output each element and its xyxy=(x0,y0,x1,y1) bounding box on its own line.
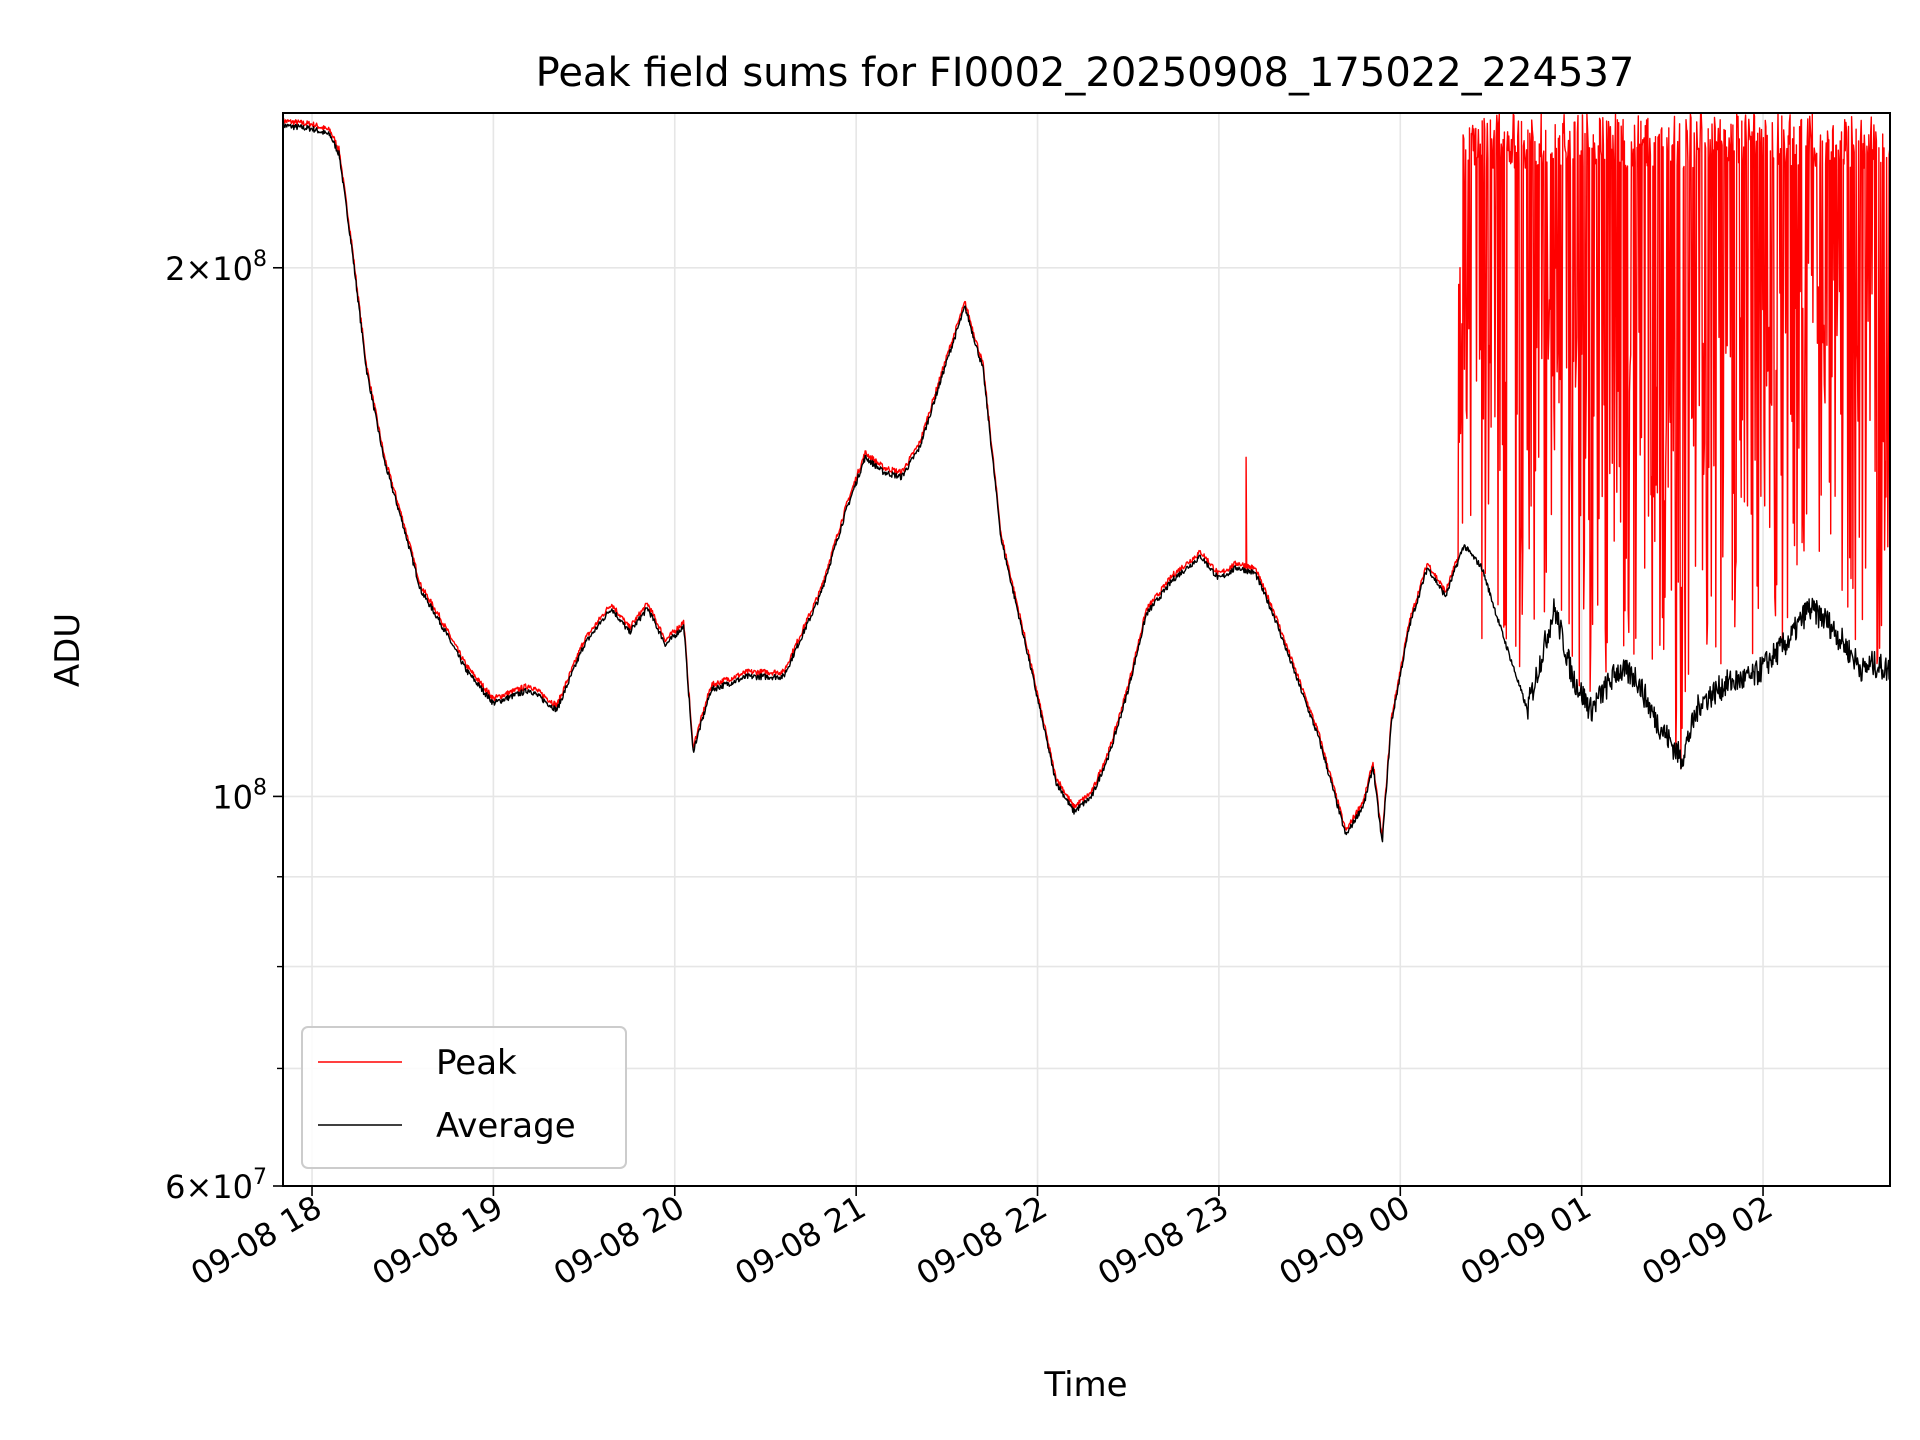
series-layer xyxy=(282,112,1891,843)
y-tick-mantissa: 6 xyxy=(165,1168,185,1206)
plot-frame xyxy=(282,112,1891,1187)
y-tick-label: 2×108 xyxy=(165,247,267,288)
legend: Peak Average xyxy=(301,1026,627,1169)
y-tick-base: 10 xyxy=(212,1168,253,1206)
y-tick-times: × xyxy=(185,250,212,288)
legend-peak-label: Peak xyxy=(436,1043,517,1083)
y-axis-label: ADU xyxy=(48,613,88,687)
y-tick-times: × xyxy=(185,1168,212,1206)
y-tick-base: 10 xyxy=(212,250,253,288)
y-tick-mantissa: 2 xyxy=(165,250,185,288)
series-peak-line xyxy=(282,112,1891,838)
legend-average-label: Average xyxy=(436,1106,576,1146)
y-tick-exponent: 8 xyxy=(253,247,267,272)
y-tick-label: 6×107 xyxy=(165,1165,267,1206)
y-tick-exponent: 8 xyxy=(253,775,267,800)
series-average-line xyxy=(282,122,1891,843)
y-tick-base: 10 xyxy=(212,778,253,816)
chart-title: Peak field sums for FI0002_20250908_1750… xyxy=(536,50,1635,96)
y-tick-label: 108 xyxy=(212,775,267,816)
y-tick-exponent: 7 xyxy=(253,1165,267,1190)
x-axis-label: Time xyxy=(1043,1365,1127,1405)
